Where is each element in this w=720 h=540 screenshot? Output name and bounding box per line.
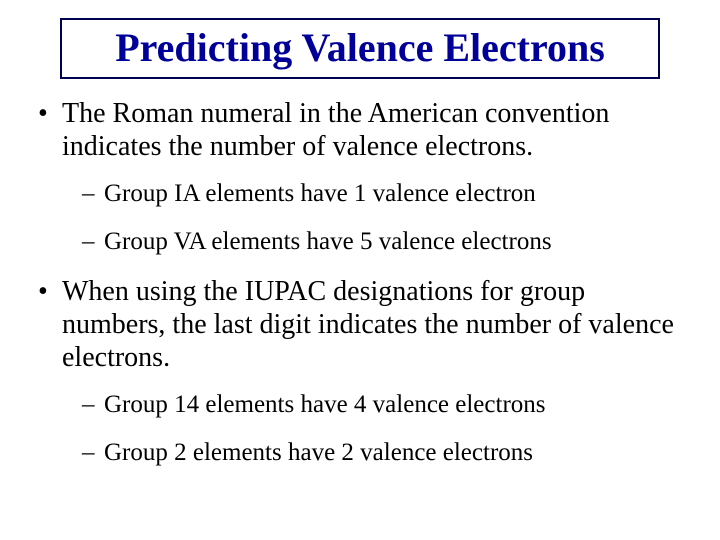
bullet-text: The Roman numeral in the American conven… (62, 98, 609, 162)
sub-bullet-list: Group 14 elements have 4 valence electro… (62, 390, 690, 468)
sub-bullet-text: Group 2 elements have 2 valence electron… (104, 439, 533, 466)
sub-bullet-list: Group IA elements have 1 valence electro… (62, 179, 690, 257)
list-item: Group 2 elements have 2 valence electron… (82, 438, 690, 468)
list-item: Group VA elements have 5 valence electro… (82, 227, 690, 257)
list-item: The Roman numeral in the American conven… (36, 97, 690, 257)
slide: Predicting Valence Electrons The Roman n… (0, 0, 720, 540)
sub-bullet-text: Group IA elements have 1 valence electro… (104, 180, 536, 207)
list-item: Group 14 elements have 4 valence electro… (82, 390, 690, 420)
sub-bullet-text: Group 14 elements have 4 valence electro… (104, 391, 546, 418)
title-box: Predicting Valence Electrons (60, 18, 660, 79)
slide-title: Predicting Valence Electrons (62, 24, 658, 71)
list-item: Group IA elements have 1 valence electro… (82, 179, 690, 209)
bullet-text: When using the IUPAC designations for gr… (62, 276, 674, 373)
bullet-list: The Roman numeral in the American conven… (30, 97, 690, 468)
list-item: When using the IUPAC designations for gr… (36, 275, 690, 468)
sub-bullet-text: Group VA elements have 5 valence electro… (104, 228, 552, 255)
